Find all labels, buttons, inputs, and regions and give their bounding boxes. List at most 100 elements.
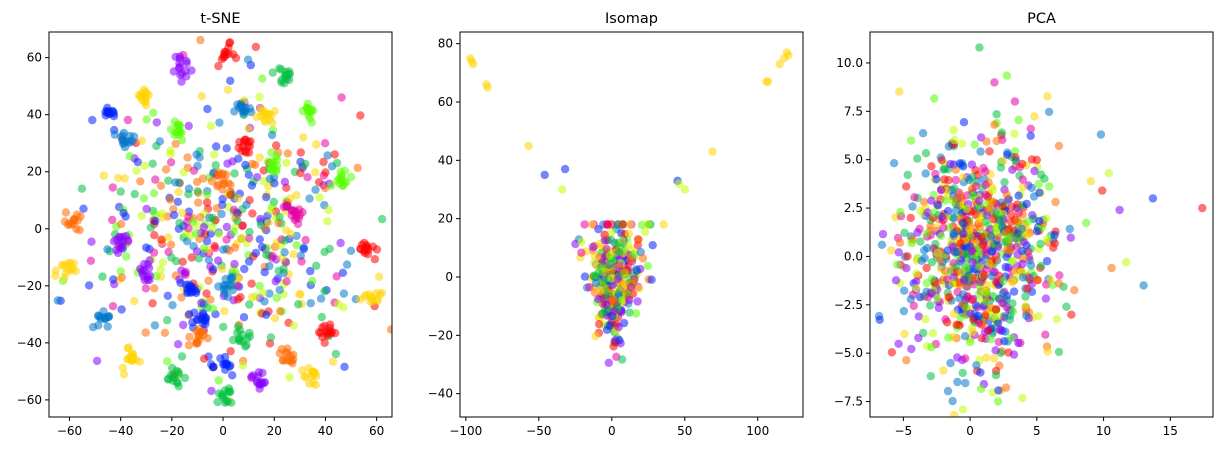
tsne-point-742 [327,181,336,190]
pca-point-601 [977,334,986,343]
pca-point-301 [902,356,911,365]
tsne-point-672 [247,107,256,117]
pca-point-610 [951,206,961,215]
pca-point-308 [930,94,939,103]
tsne-point-967 [282,349,291,358]
pca-point-757 [980,271,989,280]
tsne-point-38 [117,305,126,314]
pca-point-808 [989,215,998,224]
isomap-point-297 [600,230,610,239]
tsne-point-450 [262,193,271,202]
isomap-point-307 [632,265,641,274]
pca-ytick-label-3: 0.0 [844,249,863,263]
pca-point-826 [933,293,942,303]
tsne-point-616 [135,357,144,366]
isomap-point-83 [580,272,590,281]
pca-point-859 [903,170,912,180]
isomap-point-280 [617,236,627,245]
pca-point-304 [976,147,985,156]
isomap-point-47 [659,220,668,229]
tsne-point-291 [151,175,160,184]
pca-point-326 [986,335,995,344]
tsne-point-630 [94,311,103,321]
isomap-ytick-label-5: 60 [438,95,453,109]
pca-point-270 [1009,287,1019,296]
tsne-point-335 [243,55,253,64]
isomap-point-223 [617,355,627,364]
tsne-point-79 [212,142,221,151]
tsne-point-442 [258,288,268,297]
tsne-point-287 [163,291,172,300]
tsne-point-154 [308,276,317,286]
tsne-point-897 [183,284,192,294]
pca-point-594 [1005,315,1014,324]
tsne-point-813 [259,378,268,388]
pca-point-86 [1027,183,1037,193]
isomap-point-318 [614,261,624,270]
pca-point-616 [991,371,1001,380]
tsne-point-994 [227,398,236,407]
tsne-point-835 [168,363,177,373]
pca-point-906 [975,43,984,52]
tsne-ytick-label-3: 0 [34,222,42,236]
pca-point-708 [1014,191,1023,200]
tsne-title: t-SNE [200,11,240,27]
pca-point-852 [1014,208,1024,218]
pca-point-653 [1009,256,1018,265]
pca-point-854 [960,275,969,284]
tsne-point-447 [279,264,288,273]
pca-point-803 [1018,259,1027,269]
pca-point-892 [967,246,977,255]
pca-point-619 [1010,97,1020,106]
tsne-point-396 [155,137,165,146]
isomap-xtick-label-4: 100 [746,424,769,438]
tsne-point-107 [184,184,194,193]
isomap-point-241 [603,220,612,229]
pca-point-840 [1055,271,1064,280]
isomap-point-261 [618,220,628,229]
pca-point-889 [1042,234,1052,244]
pca-point-90 [1065,224,1075,234]
tsne-point-377 [280,248,289,257]
isomap-point-331 [680,185,689,194]
isomap-point-317 [613,274,622,283]
pca-point-899 [935,256,945,265]
pca-point-876 [893,260,902,269]
tsne-point-30 [116,267,126,276]
pca-point-296 [927,258,937,267]
tsne-point-182 [166,158,176,167]
tsne-point-58 [173,197,183,206]
pca-point-812 [987,247,997,256]
tsne-point-416 [109,275,118,284]
pca-point-714 [982,353,991,362]
pca-point-900 [1198,203,1207,213]
tsne-xtick-label-2: −20 [159,424,184,438]
tsne-point-501 [321,168,330,177]
tsne-point-888 [176,278,185,288]
tsne-point-518 [334,299,343,309]
tsne-point-399 [275,212,284,222]
pca-point-334 [916,237,925,246]
isomap-xtick-label-2: 0 [608,424,616,438]
tsne-point-424 [268,251,277,260]
pca-point-651 [1050,239,1060,248]
tsne-point-318 [156,181,166,190]
pca-point-786 [957,267,966,277]
tsne-point-47 [331,349,341,359]
pca-point-428 [948,396,957,406]
tsne-point-390 [212,204,221,213]
tsne-point-793 [297,366,307,375]
pca-point-439 [887,348,897,357]
pca-point-763 [967,160,977,169]
pca-point-584 [914,333,923,343]
pca-point-666 [939,165,948,174]
pca-point-907 [877,240,887,249]
tsne-point-659 [224,43,233,52]
pca-point-896 [976,277,986,287]
tsne-point-771 [362,290,371,300]
tsne-point-755 [372,245,382,254]
tsne-point-229 [394,238,402,246]
pca-title: PCA [1027,11,1056,27]
tsne-point-1009 [116,233,126,242]
pca-point-754 [990,78,999,87]
